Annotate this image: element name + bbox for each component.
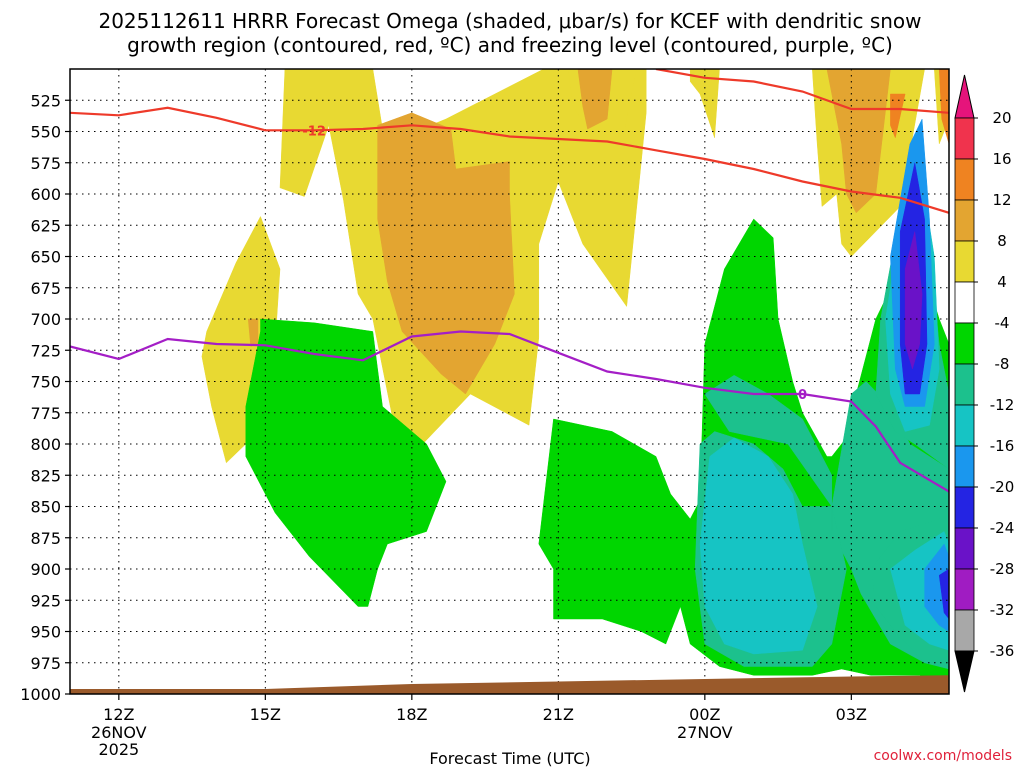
y-tick-label-575: 575 xyxy=(30,154,61,173)
colorbar-label-2: 12 xyxy=(992,191,1011,209)
terrain-layer xyxy=(70,675,949,694)
x-date-label-0-1: 2025 xyxy=(98,740,139,759)
x-tick-label-21Z: 21Z xyxy=(543,705,574,724)
colorbar-under-arrow xyxy=(954,650,975,693)
y-tick-label-875: 875 xyxy=(30,529,61,548)
contour-minus12-upper xyxy=(655,69,949,114)
omega-region-3 xyxy=(577,69,613,130)
colorbar-label-10: -24 xyxy=(990,519,1015,537)
y-tick-label-550: 550 xyxy=(30,123,61,142)
y-tick-label-675: 675 xyxy=(30,279,61,298)
plot-area: -12 0 xyxy=(69,68,950,695)
y-tick-label-950: 950 xyxy=(30,623,61,642)
colorbar-label-7: -12 xyxy=(990,396,1015,414)
colorbar-label-4: 4 xyxy=(997,273,1007,291)
colorbar-label-1: 16 xyxy=(992,150,1011,168)
chart-title-line2: growth region (contoured, red, ºC) and f… xyxy=(127,33,893,57)
omega-region-12 xyxy=(245,318,447,607)
colorbar-label-5: -4 xyxy=(995,314,1010,332)
colorbar-bin-11 xyxy=(954,568,975,611)
omega-region-24 xyxy=(938,568,949,620)
y-tick-label-525: 525 xyxy=(30,91,61,110)
colorbar-bin-10 xyxy=(954,527,975,570)
credit-text: coolwx.com/models xyxy=(874,748,1012,764)
omega-shading-layer xyxy=(201,69,949,694)
y-tick-label-750: 750 xyxy=(30,373,61,392)
y-tick-label-725: 725 xyxy=(30,341,61,360)
omega-region-7 xyxy=(890,93,906,139)
colorbar-label-11: -28 xyxy=(990,560,1015,578)
y-tick-label-775: 775 xyxy=(30,404,61,423)
omega-region-20 xyxy=(904,231,923,370)
colorbar-bin-5 xyxy=(954,322,975,365)
y-tick-label-650: 650 xyxy=(30,248,61,267)
y-tick-label-800: 800 xyxy=(30,435,61,454)
x-tick-label-15Z: 15Z xyxy=(250,705,281,724)
x-tick-label-00Z: 00Z xyxy=(689,705,720,724)
x-tick-label-03Z: 03Z xyxy=(836,705,867,724)
x-tick-label-18Z: 18Z xyxy=(396,705,427,724)
x-date-label-1-0: 27NOV xyxy=(677,723,733,742)
omega-region-9 xyxy=(938,69,949,145)
colorbar-label-13: -36 xyxy=(990,642,1015,660)
colorbar-bin-0 xyxy=(954,117,975,160)
colorbar: 20 16 12 8 4 -4 -8 -12 -16 -20 -24 -28 -32 -36 xyxy=(954,74,1015,693)
contour-freezing-level xyxy=(70,330,949,493)
y-axis: 525 550 575 600 625 650 675 700 725 750 775 800 825 8… xyxy=(20,91,70,704)
y-tick-label-825: 825 xyxy=(30,466,61,485)
colorbar-label-3: 8 xyxy=(997,232,1007,250)
contour-minus12 xyxy=(70,106,949,214)
y-tick-label-850: 850 xyxy=(30,498,61,517)
y-tick-label-925: 925 xyxy=(30,591,61,610)
colorbar-bin-3 xyxy=(954,240,975,283)
colorbar-label-8: -16 xyxy=(990,437,1015,455)
terrain-fill xyxy=(70,675,949,694)
chart-title-line1: 2025112611 HRRR Forecast Omega (shaded, … xyxy=(98,9,921,33)
contour-minus12-label: -12 xyxy=(302,124,326,139)
omega-region-23 xyxy=(924,543,949,632)
colorbar-bin-6 xyxy=(954,363,975,406)
y-tick-label-975: 975 xyxy=(30,654,61,673)
colorbar-bin-1 xyxy=(954,158,975,201)
colorbar-bin-8 xyxy=(954,445,975,488)
colorbar-bin-9 xyxy=(954,486,975,529)
y-tick-label-700: 700 xyxy=(30,310,61,329)
colorbar-bin-7 xyxy=(954,404,975,447)
contour-layer: -12 0 xyxy=(70,69,949,493)
colorbar-label-0: 20 xyxy=(992,109,1011,127)
colorbar-bin-2 xyxy=(954,199,975,242)
colorbar-label-12: -32 xyxy=(990,601,1015,619)
gridlines xyxy=(70,69,949,695)
y-tick-label-900: 900 xyxy=(30,560,61,579)
colorbar-bin-12 xyxy=(954,609,975,652)
contour-freezing-level-label: 0 xyxy=(798,388,807,403)
y-tick-label-600: 600 xyxy=(30,185,61,204)
colorbar-bin-4 xyxy=(954,281,975,324)
omega-region-15 xyxy=(699,437,818,655)
colorbar-label-9: -20 xyxy=(990,478,1015,496)
y-tick-label-625: 625 xyxy=(30,216,61,235)
colorbar-over-arrow xyxy=(954,74,975,119)
x-axis-title: Forecast Time (UTC) xyxy=(429,749,590,768)
x-tick-label-12Z: 12Z xyxy=(103,705,134,724)
omega-region-4 xyxy=(689,69,720,138)
x-date-label-0-0: 26NOV xyxy=(91,723,147,742)
colorbar-label-6: -8 xyxy=(995,355,1010,373)
y-tick-label-1000: 1000 xyxy=(20,685,61,704)
